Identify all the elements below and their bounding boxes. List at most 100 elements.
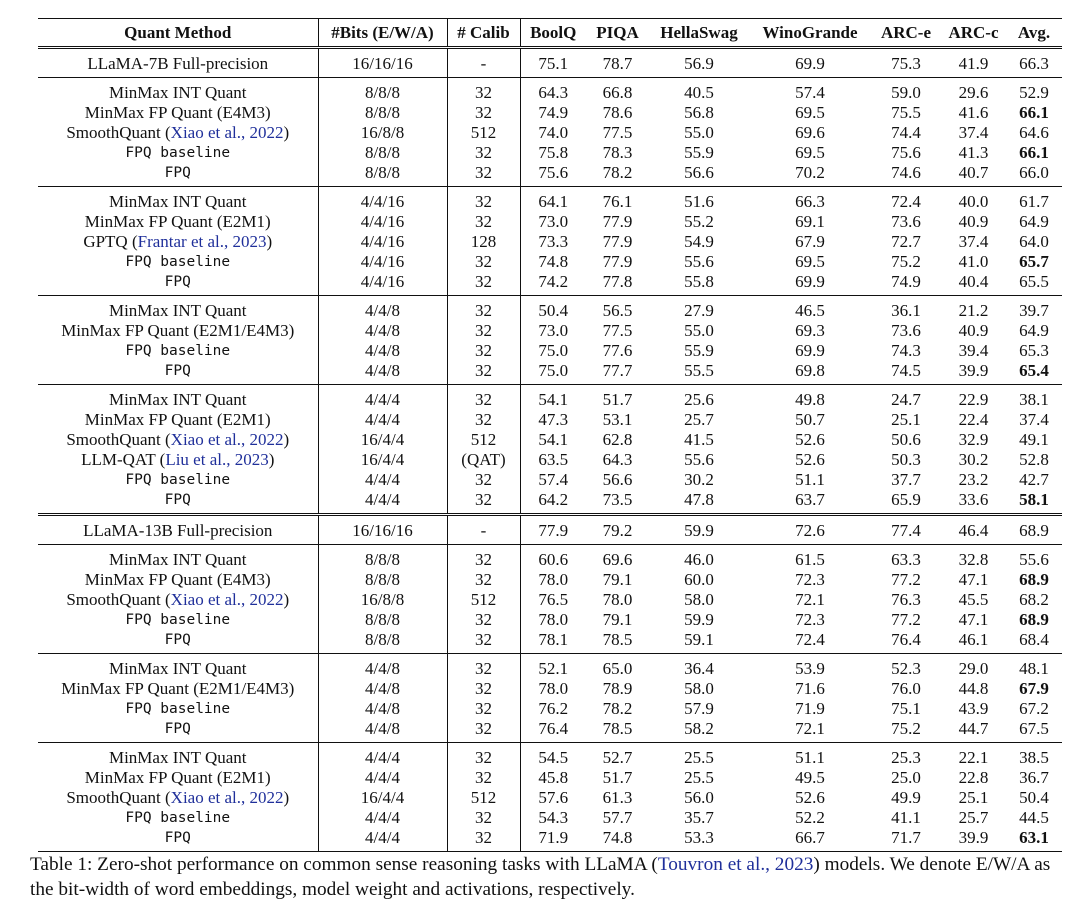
score-cell: 75.2 — [891, 252, 921, 271]
score-cell: 22.4 — [958, 410, 989, 429]
calib-cell: 32 — [447, 679, 521, 699]
bits-cell: 4/4/8 — [318, 321, 448, 341]
score-cell: 65.5 — [1019, 272, 1049, 291]
score-cell: 77.9 — [538, 521, 569, 540]
row-group: MinMax INT Quant 8/8/8 32 60.6 69.6 46.0 61.5 6… — [38, 544, 1062, 654]
score-cell: 69.8 — [795, 361, 825, 380]
score-cell: 76.4 — [538, 719, 569, 738]
method-cell: FPQ — [38, 719, 319, 743]
bits-cell: 4/4/4 — [318, 384, 448, 410]
score-cell: 78.0 — [538, 610, 569, 629]
calib-cell: 512 — [447, 590, 521, 610]
method-cell: FPQ baseline — [38, 341, 319, 361]
score-cell: 59.9 — [684, 610, 714, 629]
calib-cell: 32 — [447, 384, 521, 410]
calib-cell: 32 — [447, 470, 521, 490]
calib-cell: 32 — [447, 361, 521, 385]
method-text: ) — [283, 590, 290, 609]
bits-cell: 8/8/8 — [318, 570, 448, 590]
score-cell: 76.5 — [538, 590, 569, 609]
score-cell: 44.7 — [958, 719, 989, 738]
method-cell: MinMax FP Quant (E2M1) — [38, 212, 319, 232]
calib-cell: - — [447, 514, 521, 545]
bits-cell: 8/8/8 — [318, 103, 448, 123]
method-cell: MinMax FP Quant (E4M3) — [38, 570, 319, 590]
bits-cell: 8/8/8 — [318, 163, 448, 187]
score-cell: 63.7 — [795, 490, 825, 509]
score-cell: 75.5 — [891, 103, 921, 122]
bits-cell: 4/4/4 — [318, 490, 448, 515]
score-cell: 69.9 — [795, 272, 825, 291]
score-cell: 41.5 — [684, 430, 714, 449]
score-cell: 50.4 — [538, 301, 569, 320]
score-cell: 79.1 — [602, 610, 633, 629]
calib-cell: 32 — [447, 186, 521, 212]
table-row: FPQ 4/4/16 32 74.2 77.8 55.8 69.9 74.9 40.4 65.5 — [38, 272, 1062, 296]
score-cell: 78.0 — [538, 679, 569, 698]
calib-cell: (QAT) — [447, 450, 521, 470]
method-cell: MinMax INT Quant — [38, 653, 319, 679]
citation: Xiao et al., 2022 — [170, 123, 284, 142]
score-cell: 79.1 — [602, 570, 633, 589]
score-cell: 74.6 — [891, 163, 921, 182]
score-cell: 39.9 — [958, 828, 989, 847]
method-cell: MinMax FP Quant (E4M3) — [38, 103, 319, 123]
score-cell: 52.2 — [795, 808, 825, 827]
method-cell: FPQ baseline — [38, 610, 319, 630]
method-cell: MinMax FP Quant (E2M1) — [38, 768, 319, 788]
table-row: MinMax FP Quant (E2M1/E4M3) 4/4/8 32 78.0 78… — [38, 679, 1062, 699]
row-group: MinMax INT Quant 4/4/16 32 64.1 76.1 51.6 66.3… — [38, 186, 1062, 296]
bits-cell: 4/4/16 — [318, 272, 448, 296]
method-text: FPQ — [164, 721, 191, 737]
score-cell: 71.9 — [795, 699, 825, 718]
score-cell: 25.1 — [958, 788, 989, 807]
score-cell: 76.1 — [602, 192, 633, 211]
score-cell: 53.1 — [602, 410, 633, 429]
score-cell: 61.7 — [1019, 192, 1049, 211]
score-cell: 56.6 — [684, 163, 714, 182]
score-cell: 76.2 — [538, 699, 569, 718]
score-cell: 61.3 — [602, 788, 633, 807]
score-cell: 29.6 — [958, 83, 989, 102]
method-text: ) — [283, 430, 290, 449]
score-cell: 77.4 — [891, 521, 921, 540]
score-cell: 23.2 — [958, 470, 989, 489]
score-cell: 37.4 — [958, 123, 989, 142]
score-cell: 65.7 — [1019, 252, 1049, 271]
score-cell: 43.9 — [958, 699, 989, 718]
table-row: FPQ baseline 8/8/8 32 78.0 79.1 59.9 72.3 77.2 4… — [38, 610, 1062, 630]
score-cell: 73.6 — [891, 212, 921, 231]
table-row: FPQ baseline 8/8/8 32 75.8 78.3 55.9 69.5 75.6 4… — [38, 143, 1062, 163]
method-text: MinMax FP Quant (E2M1) — [84, 410, 271, 429]
score-cell: 78.1 — [538, 630, 569, 649]
table-row: FPQ baseline 4/4/4 32 57.4 56.6 30.2 51.1 37.7 2… — [38, 470, 1062, 490]
bits-cell: 4/4/8 — [318, 341, 448, 361]
table-row: FPQ 4/4/8 32 76.4 78.5 58.2 72.1 75.2 44.7 67.5 — [38, 719, 1062, 743]
calib-cell: 512 — [447, 123, 521, 143]
score-cell: 58.2 — [684, 719, 714, 738]
score-cell: 66.0 — [1019, 163, 1049, 182]
method-text: FPQ baseline — [125, 343, 231, 359]
bits-cell: 16/16/16 — [318, 47, 448, 78]
score-cell: 51.1 — [795, 748, 825, 767]
method-cell: SmoothQuant (Xiao et al., 2022) — [38, 123, 319, 143]
score-cell: 37.4 — [958, 232, 989, 251]
score-cell: 37.7 — [891, 470, 921, 489]
bits-cell: 4/4/8 — [318, 361, 448, 385]
score-cell: 32.8 — [958, 550, 989, 569]
score-cell: 44.8 — [958, 679, 989, 698]
bits-cell: 16/4/4 — [318, 788, 448, 808]
method-cell: SmoothQuant (Xiao et al., 2022) — [38, 430, 319, 450]
score-cell: 67.2 — [1019, 699, 1049, 718]
method-text: MinMax INT Quant — [108, 83, 247, 102]
score-cell: 74.3 — [891, 341, 921, 360]
score-cell: 40.9 — [958, 212, 989, 231]
calib-cell: 32 — [447, 719, 521, 743]
score-cell: 39.9 — [958, 361, 989, 380]
score-cell: 69.5 — [795, 252, 825, 271]
score-cell: 41.6 — [958, 103, 989, 122]
calib-cell: 32 — [447, 103, 521, 123]
score-cell: 77.9 — [602, 252, 633, 271]
score-cell: 73.3 — [538, 232, 569, 251]
bits-cell: 4/4/8 — [318, 653, 448, 679]
